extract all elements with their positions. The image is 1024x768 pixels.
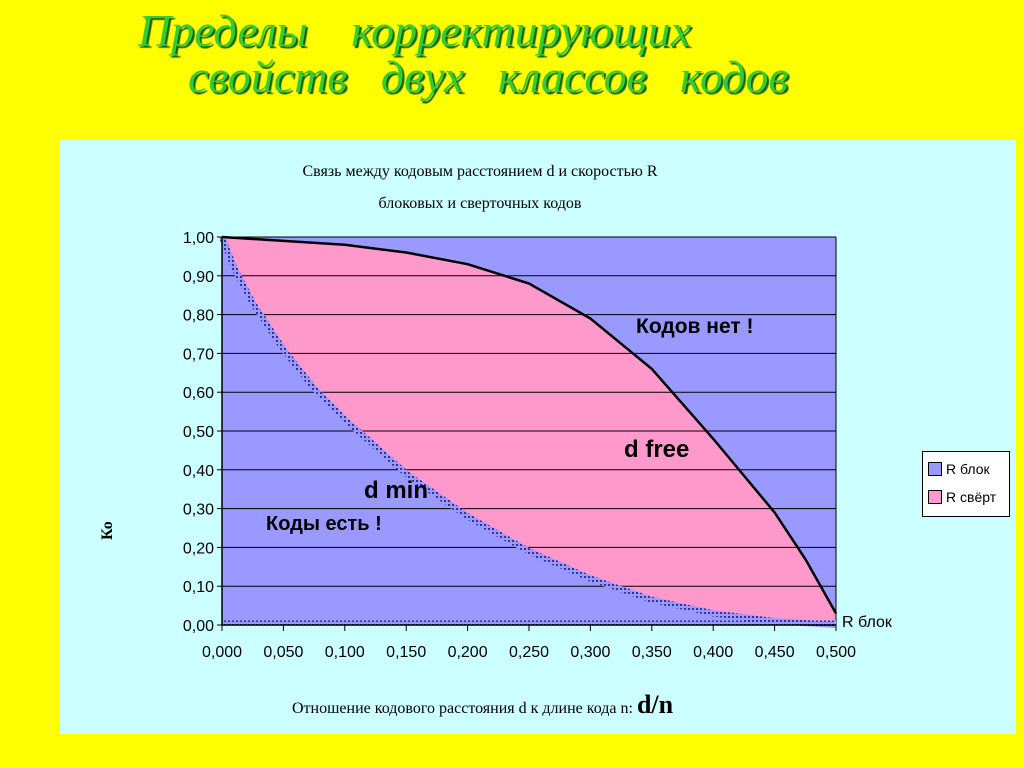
annotation-codes-exist: Коды есть ! — [266, 513, 382, 535]
legend-item-r-blok: R блок — [928, 461, 990, 477]
series-line-r-svert — [221, 235, 838, 614]
y-tick-label-7: 0,70 — [183, 346, 214, 363]
x-tick-label-10: 0,500 — [816, 644, 856, 661]
x-tick-label-6: 0,300 — [570, 644, 610, 661]
slide-title-line1: Пределы корректирующих — [138, 5, 692, 56]
chart-legend: R блок R свёрт — [922, 451, 1010, 517]
x-tick-label-9: 0,450 — [755, 644, 795, 661]
slide-title-line2: свойств двух классов кодов — [188, 51, 789, 102]
x-tick-label-8: 0,400 — [693, 644, 733, 661]
y-tick-label-9: 0,90 — [183, 269, 214, 286]
y-axis-label: Ко — [99, 521, 116, 540]
legend-label-r-blok: R блок — [946, 461, 990, 477]
y-tick-label-10: 1,00 — [183, 230, 214, 247]
x-tick-label-5: 0,250 — [509, 644, 549, 661]
y-tick-label-2: 0,20 — [183, 540, 214, 557]
annotation-d-free: d free — [624, 436, 690, 463]
legend-swatch-r-blok — [928, 462, 942, 476]
slide-title: Пределы корректирующих свойств двух клас… — [130, 8, 1020, 100]
x-tick-label-2: 0,100 — [325, 644, 365, 661]
series-line-r-blok — [219, 235, 837, 628]
x-axis-label: Отношение кодового расстояния d к длине … — [292, 690, 673, 720]
chart-subtitle: блоковых и сверточных кодов — [378, 195, 582, 212]
annotation-d-min: d min — [364, 477, 428, 504]
x-tick-label-1: 0,050 — [263, 644, 303, 661]
chart-title: Связь между кодовым расстоянием d и скор… — [302, 163, 658, 180]
x-tick-label-3: 0,150 — [386, 644, 426, 661]
axis-tail-label: R блок — [842, 614, 892, 631]
annotation-no-codes: Кодов нет ! — [636, 315, 754, 338]
y-tick-label-5: 0,50 — [183, 424, 214, 441]
x-axis-label-text: Отношение кодового расстояния d к длине … — [292, 700, 633, 717]
legend-item-r-svert: R свёрт — [928, 489, 996, 505]
y-tick-label-8: 0,80 — [183, 308, 214, 325]
y-tick-label-6: 0,60 — [183, 385, 214, 402]
y-tick-label-1: 0,10 — [183, 579, 214, 596]
y-tick-label-4: 0,40 — [183, 463, 214, 480]
legend-swatch-r-svert — [928, 490, 942, 504]
x-tick-label-4: 0,200 — [448, 644, 488, 661]
y-tick-label-0: 0,00 — [183, 618, 214, 635]
y-tick-label-3: 0,30 — [183, 502, 214, 519]
x-axis-label-ratio: d/n — [636, 690, 674, 719]
x-tick-label-0: 0,000 — [202, 644, 242, 661]
legend-label-r-svert: R свёрт — [946, 489, 997, 505]
x-tick-label-7: 0,350 — [632, 644, 672, 661]
